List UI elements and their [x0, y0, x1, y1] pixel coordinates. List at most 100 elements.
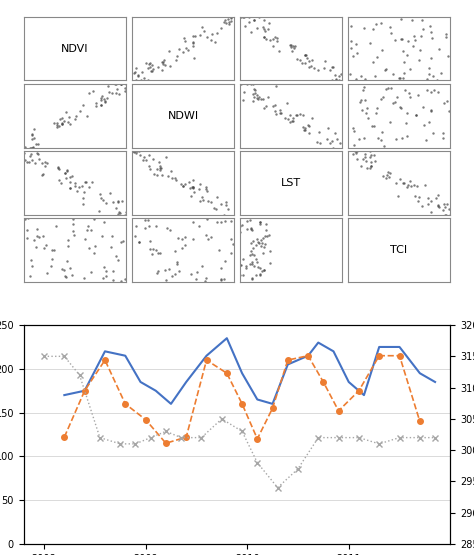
- Point: [122, 79, 129, 88]
- Point: [247, 225, 255, 234]
- Point: [308, 55, 316, 64]
- Point: [54, 163, 62, 172]
- Point: [305, 57, 312, 65]
- Point: [27, 152, 34, 160]
- Point: [260, 265, 268, 274]
- Point: [217, 264, 225, 273]
- Point: [418, 201, 426, 210]
- Point: [217, 23, 225, 32]
- Point: [365, 114, 372, 123]
- Point: [30, 125, 38, 134]
- Point: [90, 214, 98, 223]
- Point: [85, 183, 92, 191]
- Point: [250, 16, 257, 24]
- Point: [112, 204, 120, 213]
- Point: [264, 25, 272, 34]
- Point: [254, 24, 261, 33]
- Point: [145, 151, 153, 160]
- Text: NDWI: NDWI: [167, 110, 199, 120]
- Point: [118, 79, 125, 88]
- Point: [253, 257, 261, 266]
- Point: [248, 274, 255, 283]
- Point: [377, 18, 384, 27]
- Point: [130, 68, 137, 77]
- Point: [190, 188, 198, 196]
- Point: [33, 231, 41, 240]
- Point: [32, 139, 39, 148]
- Point: [111, 79, 119, 88]
- Point: [258, 94, 265, 103]
- Point: [266, 259, 273, 268]
- Point: [42, 241, 49, 250]
- Point: [444, 52, 452, 60]
- Point: [133, 75, 140, 84]
- Point: [253, 241, 260, 250]
- Point: [137, 151, 144, 160]
- Point: [21, 155, 29, 164]
- Point: [102, 199, 110, 208]
- Point: [225, 17, 233, 26]
- Point: [105, 88, 112, 97]
- Point: [146, 164, 154, 173]
- Point: [187, 191, 195, 200]
- Point: [247, 239, 255, 248]
- Point: [135, 72, 142, 80]
- Point: [399, 47, 407, 56]
- Point: [256, 269, 264, 278]
- Point: [346, 70, 354, 79]
- Point: [161, 60, 169, 69]
- Point: [195, 221, 203, 230]
- Point: [401, 58, 408, 67]
- Point: [71, 181, 79, 190]
- Point: [381, 65, 388, 74]
- Point: [293, 55, 301, 64]
- Point: [26, 158, 33, 166]
- Point: [304, 120, 312, 129]
- Point: [356, 134, 363, 143]
- Point: [261, 103, 268, 112]
- Point: [396, 175, 404, 184]
- Point: [360, 86, 367, 95]
- Text: NDVI: NDVI: [61, 43, 89, 54]
- Point: [36, 232, 43, 241]
- Point: [362, 74, 369, 83]
- Point: [261, 24, 268, 33]
- Point: [213, 218, 220, 226]
- Point: [129, 147, 137, 155]
- Point: [260, 33, 268, 42]
- Point: [141, 224, 149, 233]
- Point: [156, 248, 164, 257]
- Point: [414, 182, 421, 191]
- Point: [87, 226, 94, 235]
- Point: [60, 265, 68, 274]
- Point: [305, 62, 313, 71]
- Point: [181, 33, 188, 42]
- Point: [263, 220, 270, 229]
- Point: [362, 153, 369, 162]
- Point: [54, 121, 61, 130]
- Point: [251, 89, 258, 98]
- Point: [386, 173, 393, 181]
- Point: [255, 238, 262, 246]
- Point: [283, 99, 291, 108]
- Point: [272, 100, 279, 109]
- Point: [273, 34, 281, 43]
- Point: [201, 277, 209, 286]
- Point: [57, 178, 65, 187]
- Point: [61, 169, 69, 178]
- Point: [243, 216, 251, 225]
- Point: [168, 271, 176, 280]
- Point: [79, 100, 86, 109]
- Point: [66, 183, 74, 192]
- Point: [361, 83, 368, 92]
- Point: [101, 97, 109, 105]
- Point: [397, 35, 405, 44]
- Point: [96, 190, 103, 199]
- Point: [263, 231, 271, 240]
- Point: [333, 76, 340, 85]
- Point: [228, 17, 235, 26]
- Point: [250, 251, 258, 260]
- Point: [23, 226, 31, 235]
- Point: [135, 238, 143, 246]
- Point: [149, 154, 156, 163]
